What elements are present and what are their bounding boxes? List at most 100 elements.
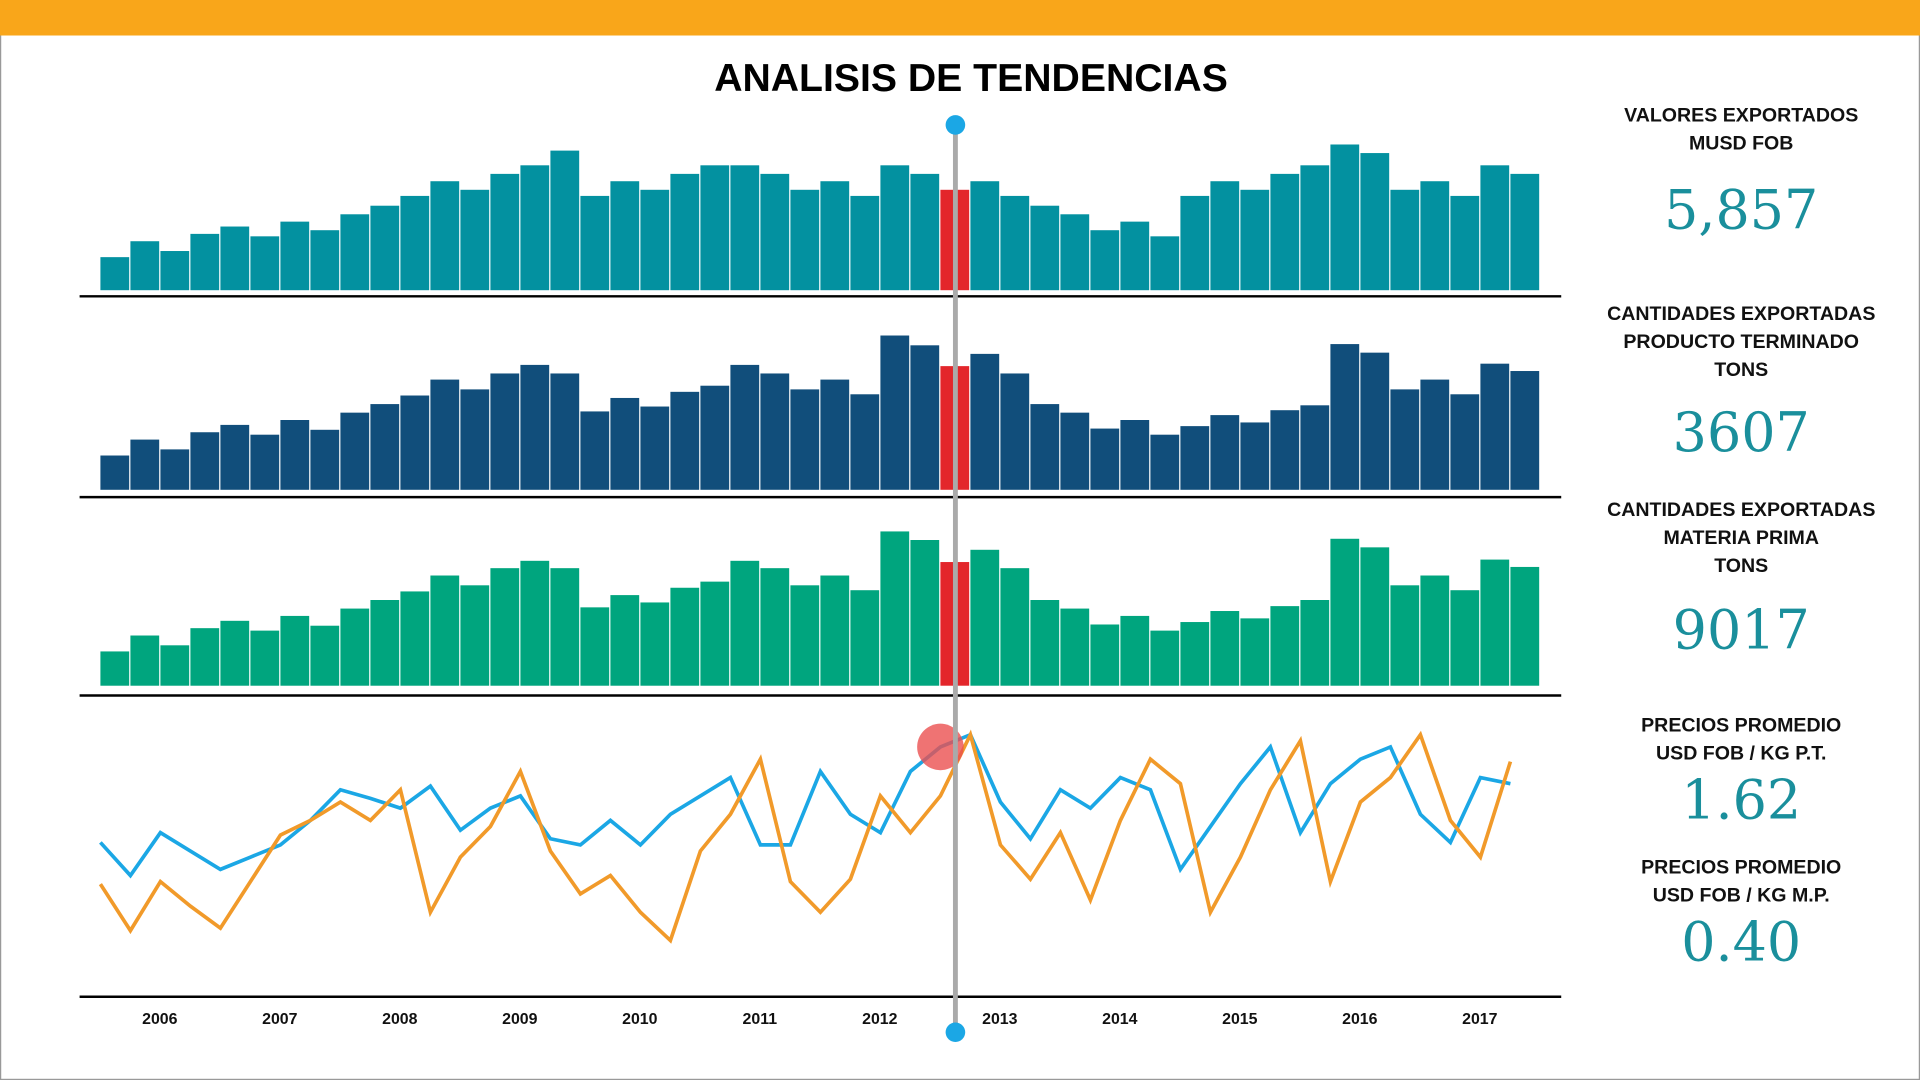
bar xyxy=(1060,412,1090,490)
bar xyxy=(280,615,310,686)
bar xyxy=(1240,618,1270,686)
bar xyxy=(1480,165,1510,291)
scrubber-handle xyxy=(945,1022,966,1043)
bar xyxy=(1480,559,1510,686)
bar xyxy=(580,195,610,291)
bar xyxy=(190,432,220,490)
bar xyxy=(880,531,910,686)
bar xyxy=(490,173,520,291)
bar xyxy=(1390,189,1420,291)
bar xyxy=(190,628,220,686)
bar xyxy=(370,404,400,490)
year-label: 2007 xyxy=(262,1011,298,1028)
bar xyxy=(820,379,850,490)
bar xyxy=(580,411,610,490)
bar xyxy=(880,165,910,291)
kpi-label: TONS xyxy=(1714,359,1768,381)
bar xyxy=(1270,173,1300,291)
bar xyxy=(130,635,160,686)
bar xyxy=(550,568,580,686)
bar xyxy=(340,214,370,291)
bar xyxy=(550,150,580,291)
bar xyxy=(160,251,190,291)
bar xyxy=(1450,394,1480,490)
bar xyxy=(220,226,250,291)
bar xyxy=(820,181,850,291)
bar xyxy=(1270,606,1300,686)
bar xyxy=(1150,630,1180,686)
bar xyxy=(370,205,400,291)
bar xyxy=(520,560,550,686)
bar xyxy=(640,189,670,291)
bar xyxy=(670,173,700,291)
kpi-label: TONS xyxy=(1714,555,1768,577)
kpi-value: 3607 xyxy=(1673,401,1810,464)
bar xyxy=(100,257,130,291)
bar xyxy=(1510,173,1540,291)
bar xyxy=(220,424,250,490)
bar xyxy=(430,379,460,490)
bar xyxy=(640,602,670,686)
bar xyxy=(1090,624,1120,686)
bar xyxy=(850,394,880,490)
year-label: 2009 xyxy=(502,1011,538,1028)
bar xyxy=(1240,422,1270,490)
bar xyxy=(880,335,910,490)
bar xyxy=(790,389,820,490)
bar xyxy=(820,575,850,686)
bar xyxy=(400,395,430,490)
bar xyxy=(580,607,610,686)
kpi-value: 5,857 xyxy=(1664,178,1818,241)
kpi-label: PRODUCTO TERMINADO xyxy=(1623,331,1859,353)
bar xyxy=(1120,420,1150,490)
year-label: 2011 xyxy=(743,1011,778,1028)
bar xyxy=(1420,575,1450,686)
bar xyxy=(1000,195,1030,291)
year-label: 2015 xyxy=(1222,1011,1258,1028)
bar xyxy=(700,385,730,490)
bar xyxy=(1510,371,1540,490)
bar xyxy=(250,434,280,490)
kpi-value: 0.40 xyxy=(1681,911,1801,974)
bar xyxy=(340,608,370,686)
bar xyxy=(610,595,640,686)
bar xyxy=(220,620,250,686)
year-label: 2008 xyxy=(382,1011,418,1028)
bar xyxy=(1270,410,1300,490)
bar xyxy=(400,195,430,291)
bar xyxy=(100,455,130,490)
bar xyxy=(1300,165,1330,291)
bar xyxy=(1390,389,1420,490)
bar xyxy=(760,373,790,490)
bar xyxy=(460,585,490,686)
bar xyxy=(1390,585,1420,686)
bar xyxy=(1120,615,1150,686)
top-band xyxy=(0,0,1920,36)
bar xyxy=(730,560,760,686)
bar xyxy=(730,165,760,291)
bar xyxy=(1300,405,1330,490)
kpi-label: PRECIOS PROMEDIO xyxy=(1641,714,1841,736)
bar xyxy=(1180,195,1210,291)
bar xyxy=(1210,415,1240,490)
bar xyxy=(1420,379,1450,490)
bar xyxy=(340,412,370,490)
bar xyxy=(1360,547,1390,686)
bar xyxy=(1030,404,1060,490)
bar xyxy=(970,181,1000,291)
bar xyxy=(640,406,670,490)
kpi-label: PRECIOS PROMEDIO xyxy=(1641,856,1841,878)
bar xyxy=(1480,363,1510,490)
kpi-label: MUSD FOB xyxy=(1689,133,1793,155)
bar xyxy=(1330,144,1360,291)
bar xyxy=(370,600,400,686)
bar xyxy=(700,581,730,686)
bar xyxy=(550,373,580,490)
bar xyxy=(1360,352,1390,490)
bar xyxy=(160,645,190,686)
kpi-value: 1.62 xyxy=(1681,768,1801,831)
kpi-label: MATERIA PRIMA xyxy=(1663,527,1819,549)
bar xyxy=(1090,230,1120,291)
bar xyxy=(790,189,820,291)
